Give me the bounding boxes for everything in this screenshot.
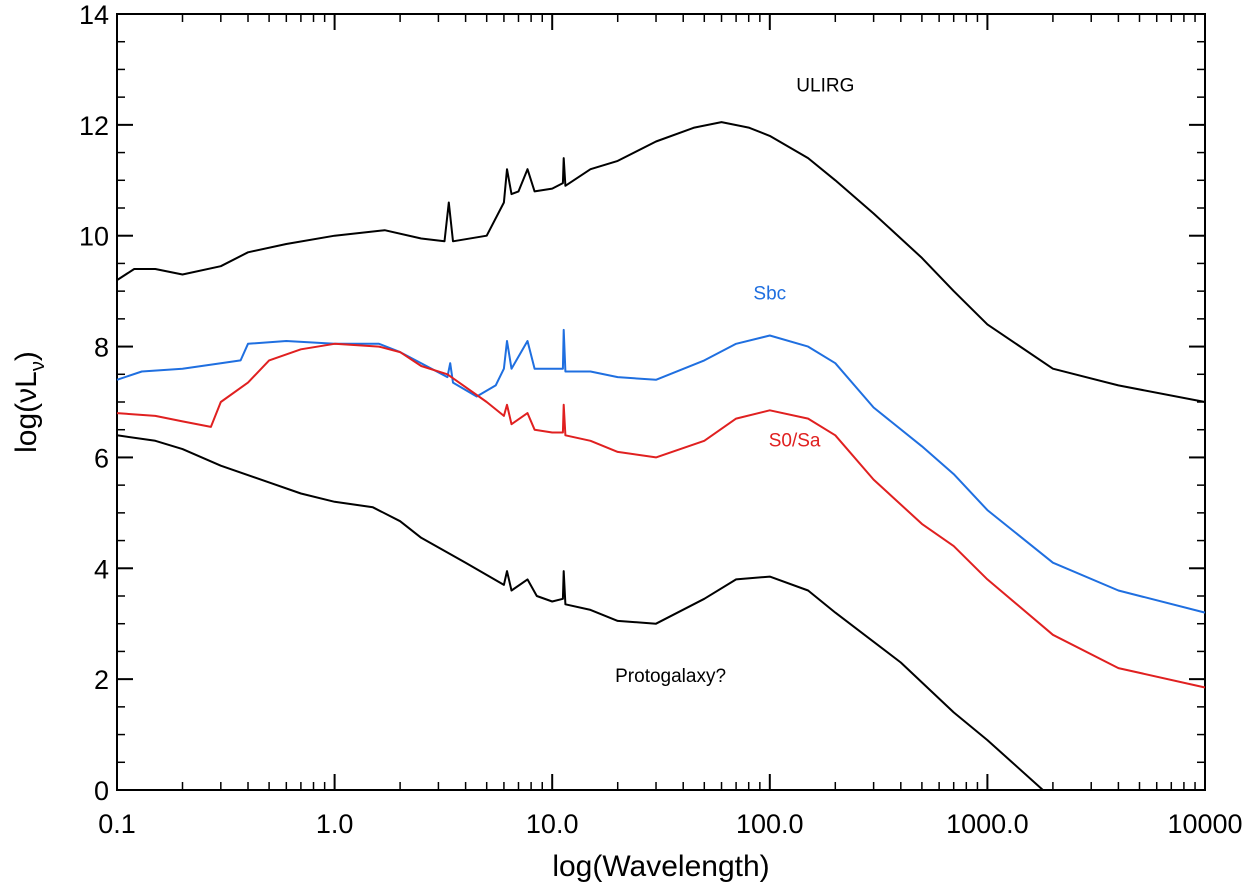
series-line-protogalaxy [116, 434, 1044, 791]
series-label-protogalaxy: Protogalaxy? [615, 666, 726, 687]
y-axis-title-close: ) [10, 351, 43, 361]
x-tick-label: 0.1 [98, 809, 136, 839]
x-tick-label: 10000 [1167, 809, 1242, 839]
axis-ticks [116, 13, 1206, 791]
y-tick-label: 8 [94, 333, 109, 363]
y-axis-title: log(νLν) [10, 351, 49, 453]
x-tick-label: 10.0 [526, 809, 579, 839]
y-tick-label: 4 [94, 554, 109, 584]
y-tick-label: 6 [94, 443, 109, 473]
y-tick-label: 0 [94, 776, 109, 806]
y-tick-label: 12 [79, 111, 109, 141]
series-labels: ULIRG Sbc S0/Sa Protogalaxy? [615, 76, 854, 687]
y-axis-title-subscript: ν [27, 361, 49, 371]
series-line-s0-sa [116, 342, 1206, 689]
x-axis-title: log(Wavelength) [552, 850, 769, 883]
y-tick-label: 2 [94, 665, 109, 695]
y-tick-label: 10 [79, 222, 109, 252]
series-label-s0-sa: S0/Sa [769, 430, 821, 451]
series-lines [116, 121, 1206, 791]
x-tick-label: 100.0 [736, 809, 804, 839]
x-tick-label: 1000.0 [946, 809, 1029, 839]
series-line-sbc [116, 328, 1206, 614]
y-tick-labels: 0 2 4 6 8 10 12 14 [79, 0, 109, 806]
series-label-ulirg: ULIRG [796, 76, 854, 97]
series-line-ulirg [116, 121, 1206, 403]
y-tick-label: 14 [79, 0, 109, 30]
series-label-sbc: Sbc [753, 283, 786, 304]
x-tick-label: 1.0 [316, 809, 354, 839]
x-tick-labels: 0.1 1.0 10.0 100.0 1000.0 10000 [98, 809, 1242, 839]
y-axis-title-main: log(νL [10, 371, 43, 453]
